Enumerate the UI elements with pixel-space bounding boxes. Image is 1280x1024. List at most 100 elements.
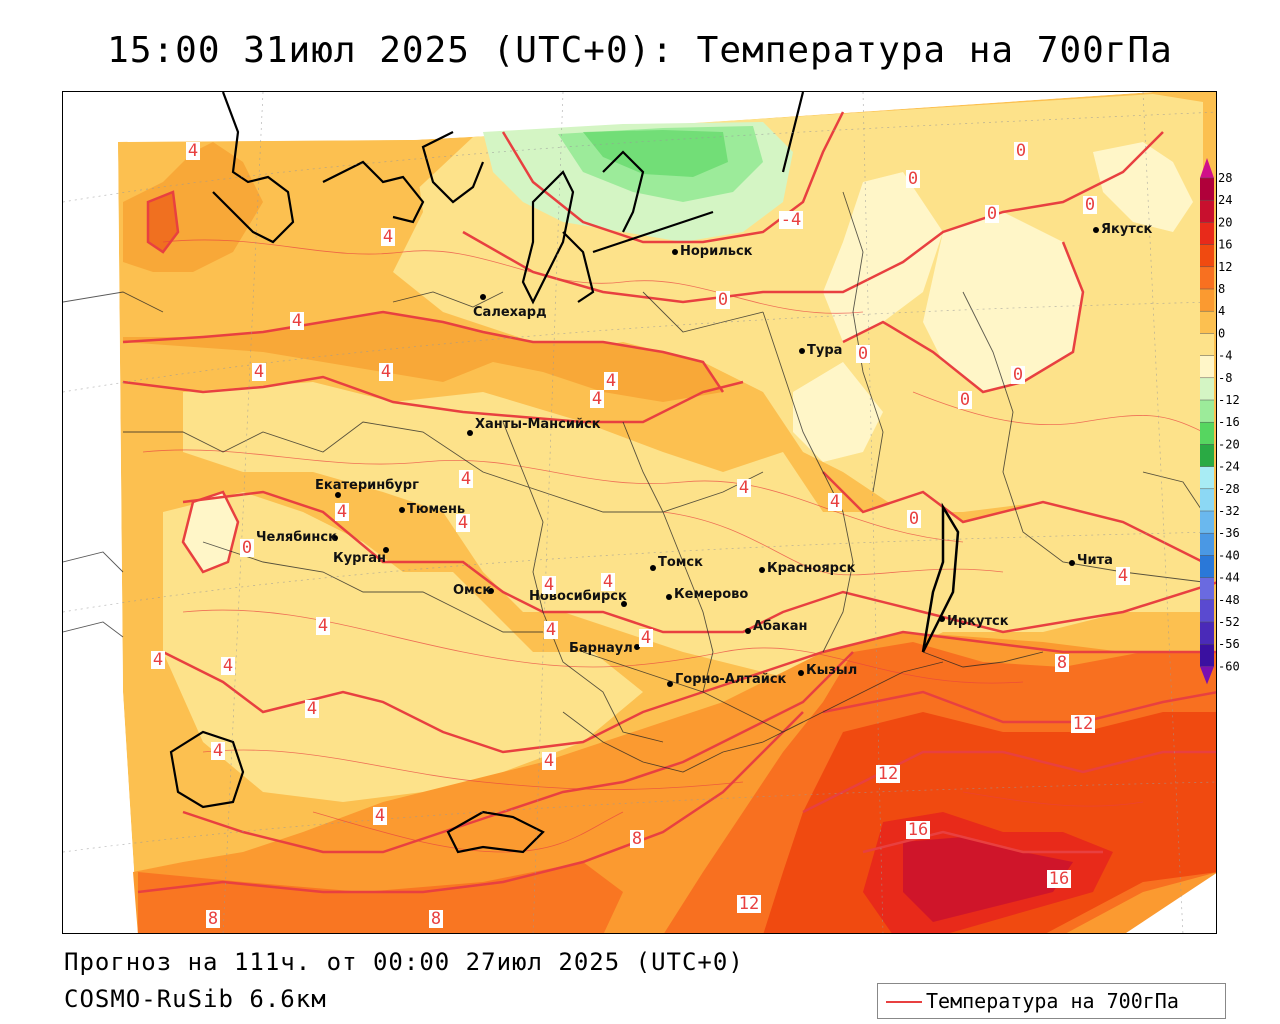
svg-text:12: 12 [1073,714,1093,734]
isotherm-label: 0 [906,169,920,189]
svg-text:0: 0 [1013,365,1023,385]
colorbar-swatch [1200,200,1214,223]
colorbar-swatch [1200,289,1214,312]
svg-text:Салехард: Салехард [473,305,547,320]
colorbar-swatch [1200,422,1214,445]
isotherm-label: 4 [305,699,319,719]
isotherm-label: 4 [604,371,618,391]
svg-text:12: 12 [878,764,898,784]
svg-text:16: 16 [908,820,928,840]
isotherm-label: 4 [221,656,235,676]
colorbar-swatch [1200,266,1214,290]
colorbar-tick-label: 0 [1218,326,1225,340]
colorbar-swatch [1200,333,1214,357]
city-tyumen: Тюмень [399,502,465,517]
colorbar-top-arrow [1200,158,1214,178]
isotherm-label: 4 [252,362,266,382]
legend-line-swatch [886,1001,922,1003]
svg-text:4: 4 [213,741,223,761]
city-gorno-altaysk: Горно-Алтайск [667,672,787,687]
temperature-field: Норильск Якутск Салехард Тура Ханты-Манс… [63,92,1216,933]
colorbar-swatch [1200,555,1214,579]
colorbar-tick-label: 8 [1218,282,1225,296]
svg-text:12: 12 [739,894,759,914]
svg-text:4: 4 [544,575,554,595]
admin-borders [63,191,1204,773]
colorbar-tick-label: -48 [1218,593,1240,607]
svg-text:4: 4 [188,141,198,161]
svg-text:Красноярск: Красноярск [767,561,856,576]
isotherm-label: 4 [290,311,304,331]
isotherm-label: 0 [240,538,254,558]
isotherm-label: 0 [958,390,972,410]
isotherm-label: 8 [1055,653,1069,673]
city-chita: Чита [1069,553,1113,568]
city-kyzyl: Кызыл [798,663,857,678]
colorbar-swatch [1200,222,1214,246]
svg-text:4: 4 [592,389,602,409]
colorbar-swatch [1200,444,1214,468]
colorbar-tick-label: 12 [1218,260,1232,274]
colorbar-tick-label: -4 [1218,349,1232,363]
svg-text:4: 4 [318,616,328,636]
isotherm-label: 12 [1071,714,1095,734]
colorbar-tick-label: -36 [1218,526,1240,540]
svg-text:4: 4 [375,806,385,826]
isotherm-label: 8 [429,909,443,929]
colorbar-swatch [1200,511,1214,534]
colorbar-swatch [1200,622,1214,645]
svg-text:0: 0 [858,344,868,364]
colorbar-tick-label: 24 [1218,193,1232,207]
isotherm-label: 12 [876,764,900,784]
isotherm-label: 4 [542,575,556,595]
colorbar-swatch [1200,355,1214,379]
svg-text:Челябинск: Челябинск [256,530,337,545]
isotherm-label: 4 [379,362,393,382]
isotherm-label: 0 [716,290,730,310]
svg-text:Курган: Курган [333,551,386,566]
colorbar-tick-label: -20 [1218,437,1240,451]
city-tomsk: Томск [650,555,703,571]
colorbar-tick-label: -40 [1218,548,1240,562]
isotherm-label: 4 [211,741,225,761]
svg-text:8: 8 [1057,653,1067,673]
svg-text:0: 0 [1016,141,1026,161]
coastlines [169,92,960,854]
isotherm-label: -4 [779,210,803,230]
svg-text:Чита: Чита [1077,553,1113,568]
svg-text:4: 4 [458,513,468,533]
svg-text:4: 4 [739,478,749,498]
city-irkutsk: Иркутск [939,614,1009,629]
svg-text:0: 0 [1085,195,1095,215]
colorbar-tick-label: -52 [1218,615,1240,629]
colorbar-tick-label: 28 [1218,171,1232,185]
city-yekaterinburg: Екатеринбург [315,478,419,498]
colorbar-tick-label: -56 [1218,637,1240,651]
isotherm-label: 4 [456,513,470,533]
svg-text:4: 4 [292,311,302,331]
svg-text:Иркутск: Иркутск [947,614,1009,629]
isotherm-label: 4 [601,572,615,592]
svg-text:4: 4 [544,751,554,771]
isotherm-label: 4 [639,628,653,648]
model-name: COSMO-RuSib 6.6км [64,985,327,1013]
isotherm-label: 4 [186,141,200,161]
svg-text:4: 4 [461,469,471,489]
isotherm-label: 12 [737,894,761,914]
colorbar-swatch [1200,599,1214,623]
colorbar-tick-label: 16 [1218,238,1232,252]
svg-text:0: 0 [242,538,252,558]
colorbar-swatch [1200,644,1214,667]
svg-text:Омск: Омск [453,583,491,598]
city-norilsk: Норильск [672,244,753,259]
map-title: 15:00 31июл 2025 (UTC+0): Температура на… [107,30,1173,71]
isotherm-label: 4 [828,492,842,512]
svg-text:Барнаул: Барнаул [569,641,633,656]
city-abakan: Абакан [745,619,808,634]
svg-text:4: 4 [223,656,233,676]
svg-text:4: 4 [830,492,840,512]
city-yakutsk: Якутск [1093,222,1153,237]
isotherm-label: 4 [373,806,387,826]
svg-text:8: 8 [431,909,441,929]
colorbar-bottom-arrow [1200,666,1214,685]
